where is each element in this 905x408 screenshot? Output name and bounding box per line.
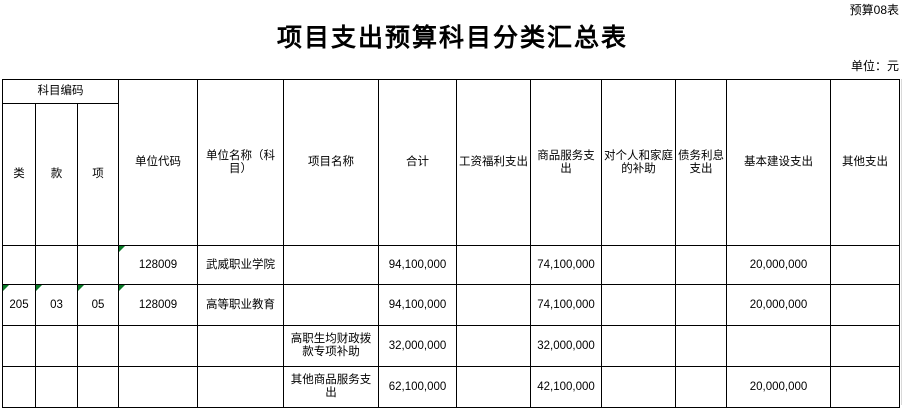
- cell-lei[interactable]: [2, 366, 36, 408]
- cell-project-name[interactable]: [283, 284, 379, 326]
- cell-goods-services[interactable]: 74,100,000: [530, 245, 602, 285]
- cell-capital-construction[interactable]: 20,000,000: [726, 245, 831, 285]
- cell-debt-interest[interactable]: [675, 245, 727, 285]
- header-lei: 类: [2, 103, 36, 246]
- budget-summary-table: 科目编码 单位代码 单位名称（科目） 项目名称 合计 工资福利支出 商品服务支出…: [2, 79, 900, 408]
- cell-total[interactable]: 62,100,000: [378, 366, 457, 408]
- table-header-group-row: 科目编码 单位代码 单位名称（科目） 项目名称 合计 工资福利支出 商品服务支出…: [2, 79, 900, 246]
- header-kuan: 款: [35, 103, 78, 246]
- header-unit-name: 单位名称（科目）: [197, 79, 284, 246]
- cell-project-name[interactable]: 其他商品服务支出: [283, 366, 379, 408]
- cell-personal-family-subsidy[interactable]: [601, 245, 676, 285]
- cell-project-name[interactable]: 高职生均财政拨款专项补助: [283, 325, 379, 367]
- form-number-label: 预算08表: [849, 3, 899, 17]
- header-subject-code-group: 科目编码: [2, 79, 119, 104]
- header-unit-code: 单位代码: [118, 79, 198, 246]
- cell-salary-welfare[interactable]: [456, 245, 531, 285]
- cell-kuan[interactable]: [35, 325, 78, 367]
- header-other-expenditure: 其他支出: [830, 79, 900, 246]
- cell-kuan[interactable]: [35, 366, 78, 408]
- cell-kuan[interactable]: [35, 245, 78, 285]
- cell-lei[interactable]: [2, 325, 36, 367]
- cell-project-name[interactable]: [283, 245, 379, 285]
- cell-lei[interactable]: [2, 245, 36, 285]
- cell-other-expenditure[interactable]: [830, 366, 900, 408]
- cell-unit-code[interactable]: 128009: [118, 284, 198, 326]
- cell-other-expenditure[interactable]: [830, 325, 900, 367]
- cell-total[interactable]: 32,000,000: [378, 325, 457, 367]
- cell-salary-welfare[interactable]: [456, 325, 531, 367]
- header-project-name: 项目名称: [283, 79, 379, 246]
- cell-capital-construction[interactable]: 20,000,000: [726, 366, 831, 408]
- cell-personal-family-subsidy[interactable]: [601, 325, 676, 367]
- cell-unit-name[interactable]: [197, 325, 284, 367]
- cell-total[interactable]: 94,100,000: [378, 284, 457, 326]
- cell-goods-services[interactable]: 32,000,000: [530, 325, 602, 367]
- cell-capital-construction[interactable]: [726, 325, 831, 367]
- cell-xiang[interactable]: [77, 325, 119, 367]
- table-row: 205 03 05 128009 高等职业教育 94,100,000 74,10…: [2, 284, 900, 326]
- table-header-row: 类 款 项: [2, 103, 900, 246]
- cell-xiang[interactable]: 05: [77, 284, 119, 326]
- header-xiang: 项: [77, 103, 119, 246]
- header-personal-family-subsidy: 对个人和家庭的补助: [601, 79, 676, 246]
- cell-kuan[interactable]: 03: [35, 284, 78, 326]
- table-row: 其他商品服务支出 62,100,000 42,100,000 20,000,00…: [2, 366, 900, 408]
- currency-unit-note: 单位：元: [850, 59, 899, 73]
- cell-other-expenditure[interactable]: [830, 245, 900, 285]
- cell-xiang[interactable]: [77, 366, 119, 408]
- cell-other-expenditure[interactable]: [830, 284, 900, 326]
- header-capital-construction: 基本建设支出: [726, 79, 831, 246]
- header-salary-welfare: 工资福利支出: [456, 79, 531, 246]
- cell-unit-name[interactable]: [197, 366, 284, 408]
- cell-salary-welfare[interactable]: [456, 284, 531, 326]
- cell-unit-code[interactable]: [118, 325, 198, 367]
- cell-debt-interest[interactable]: [675, 366, 727, 408]
- cell-unit-code[interactable]: [118, 366, 198, 408]
- table-row: 高职生均财政拨款专项补助 32,000,000 32,000,000: [2, 325, 900, 367]
- cell-debt-interest[interactable]: [675, 325, 727, 367]
- cell-total[interactable]: 94,100,000: [378, 245, 457, 285]
- cell-unit-name[interactable]: 高等职业教育: [197, 284, 284, 326]
- cell-personal-family-subsidy[interactable]: [601, 284, 676, 326]
- table-row: 128009 武威职业学院 94,100,000 74,100,000 20,0…: [2, 245, 900, 285]
- cell-personal-family-subsidy[interactable]: [601, 366, 676, 408]
- cell-goods-services[interactable]: 42,100,000: [530, 366, 602, 408]
- cell-lei[interactable]: 205: [2, 284, 36, 326]
- cell-debt-interest[interactable]: [675, 284, 727, 326]
- page-title: 项目支出预算科目分类汇总表: [276, 25, 628, 52]
- header-goods-services: 商品服务支出: [530, 79, 602, 246]
- sheet-right-edge: [901, 79, 902, 405]
- cell-salary-welfare[interactable]: [456, 366, 531, 408]
- header-total: 合计: [378, 79, 457, 246]
- cell-xiang[interactable]: [77, 245, 119, 285]
- cell-unit-name[interactable]: 武威职业学院: [197, 245, 284, 285]
- cell-unit-code[interactable]: 128009: [118, 245, 198, 285]
- header-debt-interest: 债务利息支出: [675, 79, 727, 246]
- cell-goods-services[interactable]: 74,100,000: [530, 284, 602, 326]
- cell-capital-construction[interactable]: 20,000,000: [726, 284, 831, 326]
